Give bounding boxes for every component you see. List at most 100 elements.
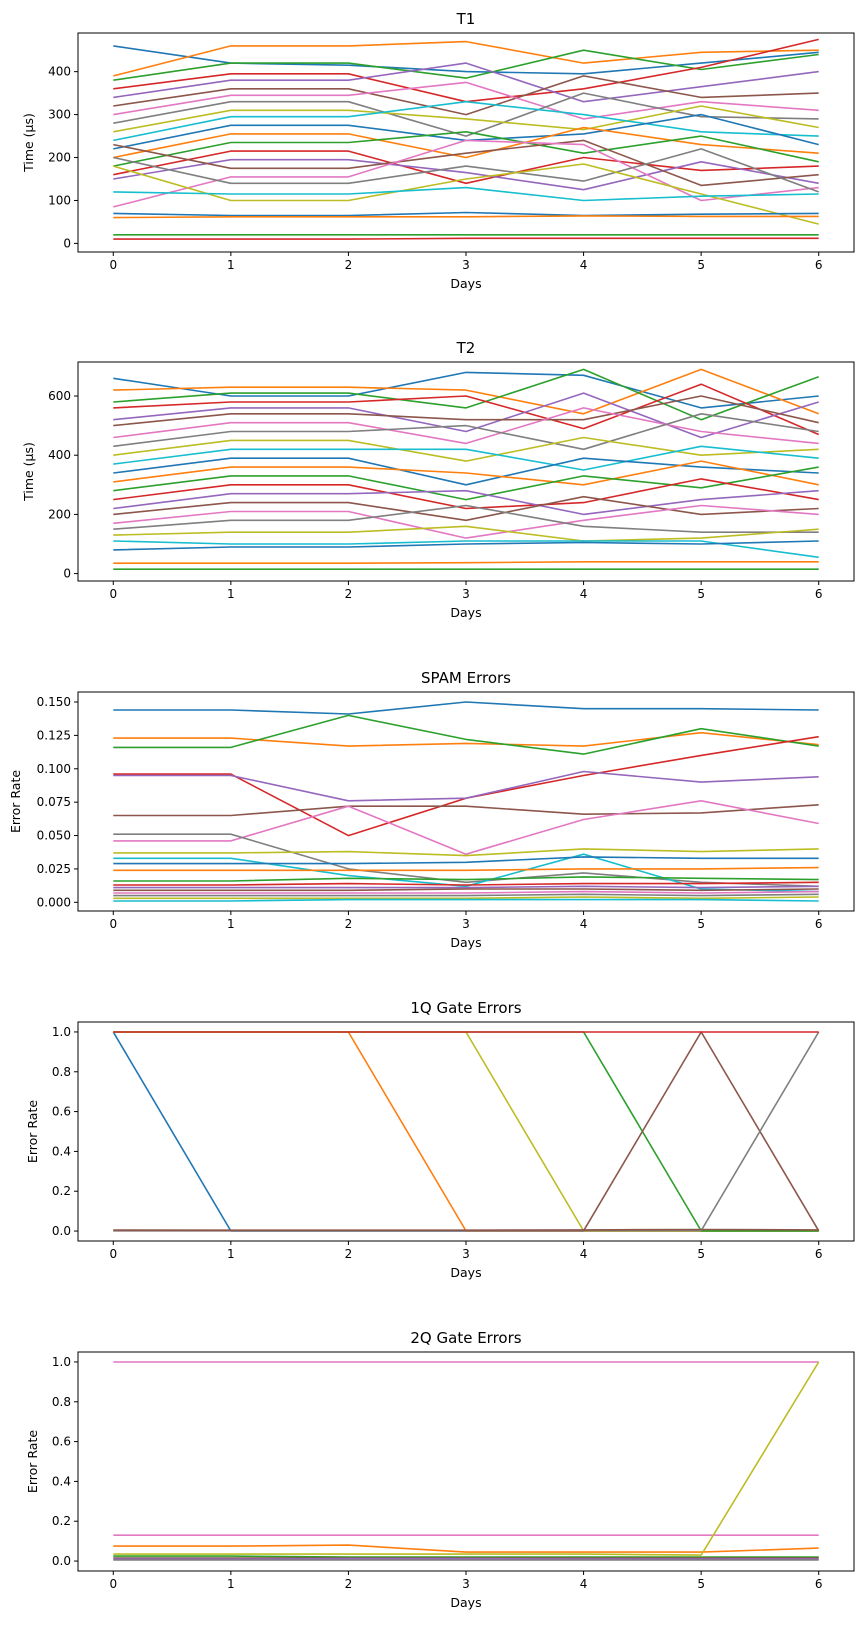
y-tick-label: 200: [48, 507, 71, 521]
x-tick-label: 2: [345, 258, 353, 272]
chart-title: T1: [456, 10, 476, 28]
x-tick-label: 4: [580, 917, 588, 931]
series-line: [113, 158, 819, 191]
x-tick-label: 0: [109, 587, 117, 601]
x-tick-label: 5: [697, 258, 705, 272]
series-line: [113, 81, 819, 120]
y-tick-label: 0.4: [52, 1474, 71, 1488]
series-line: [113, 893, 819, 897]
series-group: [113, 701, 819, 902]
y-tick-label: 0.2: [52, 1184, 71, 1198]
y-tick-label: 0.100: [37, 762, 71, 776]
series-line: [113, 1031, 819, 1232]
y-tick-label: 600: [48, 389, 71, 403]
series-line: [113, 100, 819, 142]
series-line: [113, 770, 819, 802]
x-tick-label: 2: [345, 1247, 353, 1261]
x-tick-label: 1: [227, 1577, 235, 1591]
x-tick-label: 1: [227, 587, 235, 601]
chart-title: SPAM Errors: [421, 669, 511, 687]
x-axis-label: Days: [450, 605, 481, 620]
chart-1: T1 0 1 2 3 4 5 6 0 100 200 300 400 Days Time (μs): [21, 10, 855, 291]
chart-2: T2 0 1 2 3 4 5 6 0 200 400 600 Days Time (μs): [21, 339, 855, 620]
x-tick-label: 1: [227, 917, 235, 931]
y-axis-label: Error Rate: [25, 1100, 40, 1163]
series-group: [113, 368, 820, 571]
y-tick-label: 0.6: [52, 1435, 71, 1449]
y-tick-label: 1.0: [52, 1355, 71, 1369]
y-tick-label: 0.075: [37, 795, 71, 809]
x-tick-label: 5: [697, 1247, 705, 1261]
chart-3: SPAM Errors 0 1 2 3 4 5 6 0.000 0.025 0.050 0.075 0.…: [8, 669, 855, 950]
series-line: [113, 139, 819, 187]
series-line: [113, 898, 819, 902]
series-line: [113, 445, 819, 471]
y-axis-label: Time (μs): [21, 442, 36, 502]
y-tick-label: 0.0: [52, 1554, 71, 1568]
x-tick-label: 3: [462, 258, 470, 272]
series-line: [113, 853, 819, 893]
x-tick-label: 0: [109, 258, 117, 272]
series-line: [112, 1031, 819, 1232]
series-line: [113, 1555, 819, 1558]
y-tick-label: 1.0: [52, 1025, 71, 1039]
series-line: [113, 489, 819, 516]
y-tick-label: 0.4: [52, 1144, 71, 1158]
series-line: [113, 1031, 819, 1232]
series-line: [113, 735, 819, 837]
y-axis-label: Error Rate: [25, 1430, 40, 1493]
x-tick-label: 4: [580, 587, 588, 601]
y-tick-label: 0.150: [37, 695, 71, 709]
series-line: [113, 866, 819, 872]
series-line: [113, 504, 819, 534]
y-tick-label: 0.0: [52, 1224, 71, 1238]
series-line: [113, 504, 819, 539]
chart-title: 1Q Gate Errors: [410, 999, 521, 1017]
y-tick-label: 0.025: [37, 862, 71, 876]
series-line: [113, 560, 819, 565]
series-line: [113, 211, 819, 217]
series-line: [113, 896, 819, 900]
series-line: [113, 888, 819, 892]
series-line: [113, 885, 819, 889]
series-line: [113, 466, 819, 501]
series-line: [113, 731, 819, 747]
y-tick-label: 0.125: [37, 728, 71, 742]
series-line: [113, 412, 819, 451]
y-tick-label: 400: [48, 65, 71, 79]
x-axis-label: Days: [450, 276, 481, 291]
chart-title: T2: [456, 339, 476, 357]
x-tick-label: 6: [815, 1247, 823, 1261]
y-tick-label: 400: [48, 448, 71, 462]
x-tick-label: 5: [697, 1577, 705, 1591]
series-line: [113, 701, 819, 715]
y-tick-label: 200: [48, 151, 71, 165]
series-line: [113, 1031, 820, 1232]
series-line: [113, 833, 819, 888]
series-line: [113, 714, 819, 755]
series-line: [113, 881, 819, 886]
series-line: [113, 237, 819, 240]
series-line: [113, 45, 819, 75]
series-line: [113, 150, 819, 185]
series-line: [113, 799, 819, 856]
x-tick-label: 5: [697, 917, 705, 931]
y-tick-label: 0.000: [37, 895, 71, 909]
series-line: [113, 392, 819, 439]
x-tick-label: 3: [462, 917, 470, 931]
series-line: [113, 540, 819, 551]
series-line: [113, 368, 819, 415]
y-tick-label: 0.6: [52, 1105, 71, 1119]
chart-title: 2Q Gate Errors: [410, 1329, 521, 1347]
series-line: [113, 49, 819, 81]
series-line: [113, 1031, 820, 1232]
x-axis-label: Days: [450, 1595, 481, 1610]
series-line: [113, 848, 819, 857]
series-line: [113, 540, 819, 559]
x-tick-label: 6: [815, 1577, 823, 1591]
series-line: [113, 139, 819, 208]
y-tick-label: 300: [48, 108, 71, 122]
chart-4: 1Q Gate Errors 0 1 2 3 4 5 6 0.0 0.2 0.4 0.6 0.8 1.0 D…: [25, 999, 855, 1280]
x-tick-label: 1: [227, 1247, 235, 1261]
